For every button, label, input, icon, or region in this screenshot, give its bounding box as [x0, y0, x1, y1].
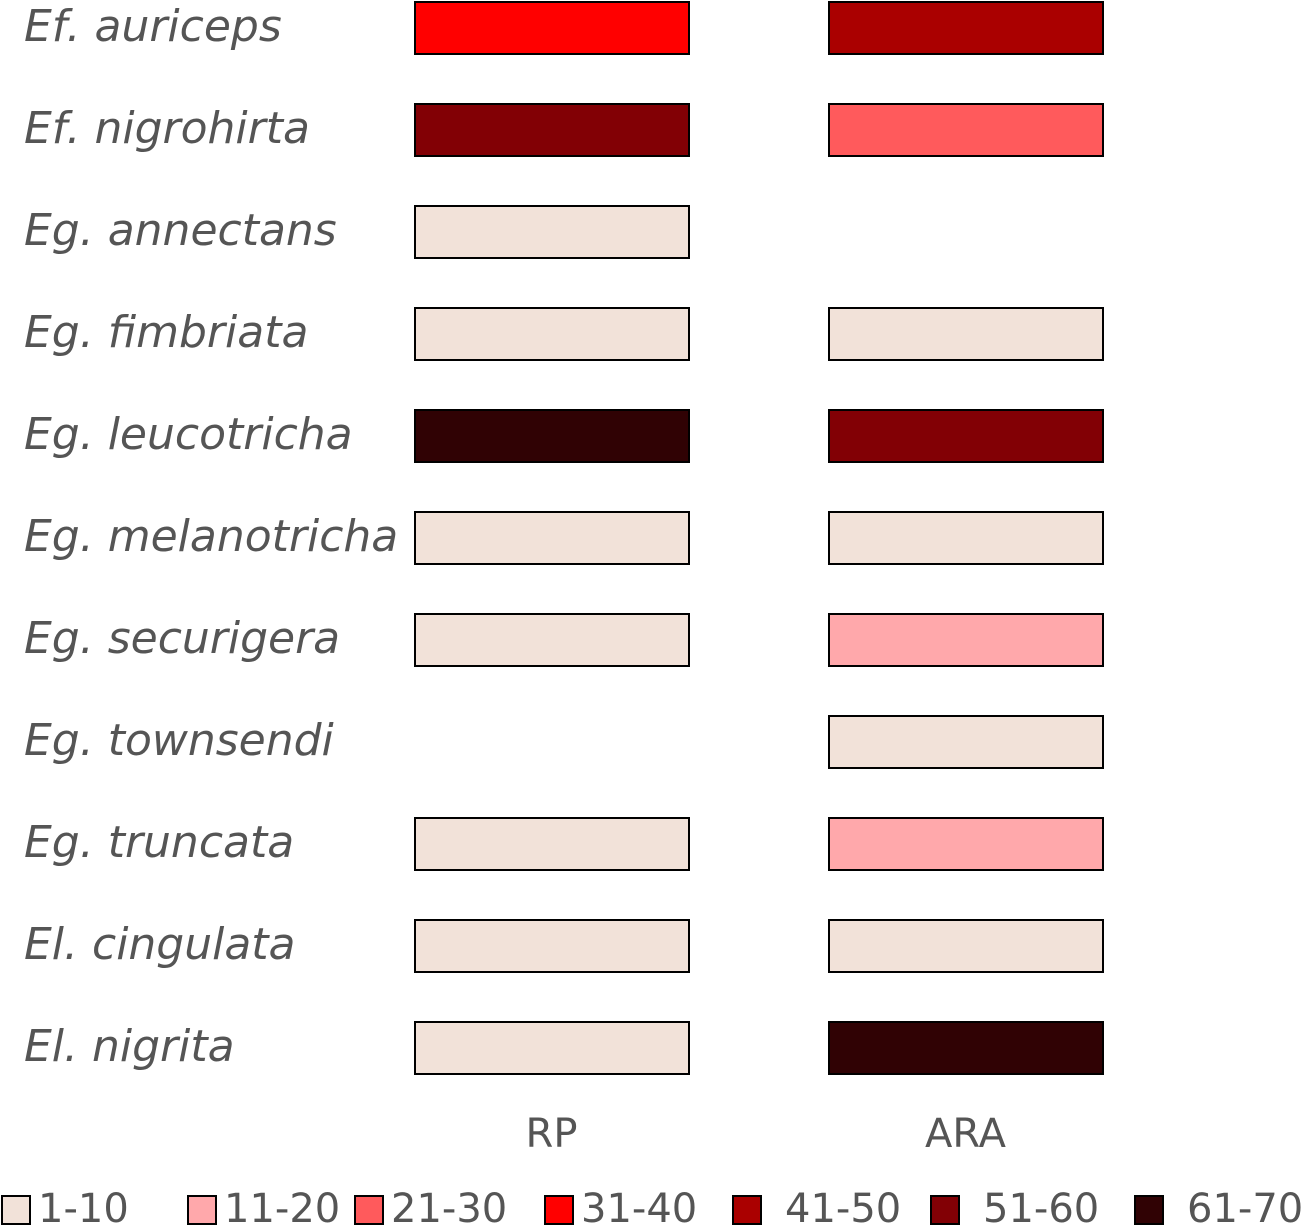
heatmap-cell	[414, 103, 690, 157]
heatmap-cell	[828, 103, 1104, 157]
heatmap-cell	[414, 1021, 690, 1075]
heatmap-cells	[414, 1, 1104, 1075]
heatmap-cell	[828, 511, 1104, 565]
row-label: Eg. annectans	[24, 205, 337, 256]
row-label: El. cingulata	[24, 919, 296, 970]
heatmap-cell	[828, 1021, 1104, 1075]
row-label: Ef. auriceps	[24, 1, 282, 52]
heatmap-cell	[828, 307, 1104, 361]
legend-label: 1-10	[38, 1186, 129, 1227]
heatmap-cell	[828, 613, 1104, 667]
legend: 1-10 11-20 21-30 31-40 41-50 51-60 61-70	[1, 1186, 1303, 1227]
legend-swatch	[544, 1195, 574, 1225]
legend-label: 61-70	[1187, 1186, 1303, 1227]
heatmap-cell	[828, 919, 1104, 973]
legend-label: 31-40	[581, 1186, 697, 1227]
heatmap-cell	[414, 511, 690, 565]
column-labels: RP ARA	[526, 1111, 1007, 1157]
heatmap-cell	[414, 205, 690, 259]
legend-swatch	[1, 1195, 31, 1225]
heatmap-cell	[828, 715, 1104, 769]
row-label: El. nigrita	[24, 1021, 235, 1072]
row-label: Eg. truncata	[24, 817, 294, 868]
heatmap-cell	[828, 817, 1104, 871]
legend-label: 11-20	[224, 1186, 340, 1227]
heatmap-cell	[414, 1, 690, 55]
heatmap-cell	[828, 1, 1104, 55]
legend-label: 41-50	[785, 1186, 901, 1227]
heatmap-cell	[414, 613, 690, 667]
row-label: Ef. nigrohirta	[24, 103, 310, 154]
row-label: Eg. townsendi	[24, 715, 335, 766]
heatmap-cell	[414, 307, 690, 361]
heatmap-cell	[828, 409, 1104, 463]
column-label: RP	[526, 1111, 578, 1157]
column-label: ARA	[925, 1111, 1007, 1157]
legend-swatch	[1134, 1195, 1164, 1225]
row-labels: Ef. auriceps Ef. nigrohirta Eg. annectans E…	[24, 1, 398, 1072]
heatmap-cell	[414, 919, 690, 973]
row-label: Eg. melanotricha	[24, 511, 398, 562]
row-label: Eg. fimbriata	[24, 307, 308, 358]
heatmap-cell	[414, 409, 690, 463]
legend-swatch	[187, 1195, 217, 1225]
heatmap-cell	[414, 817, 690, 871]
legend-swatch	[930, 1195, 960, 1225]
row-label: Eg. leucotricha	[24, 409, 353, 460]
row-label: Eg. securigera	[24, 613, 340, 664]
legend-swatch	[732, 1195, 762, 1225]
legend-label: 51-60	[983, 1186, 1099, 1227]
legend-swatch	[354, 1195, 384, 1225]
legend-label: 21-30	[391, 1186, 507, 1227]
